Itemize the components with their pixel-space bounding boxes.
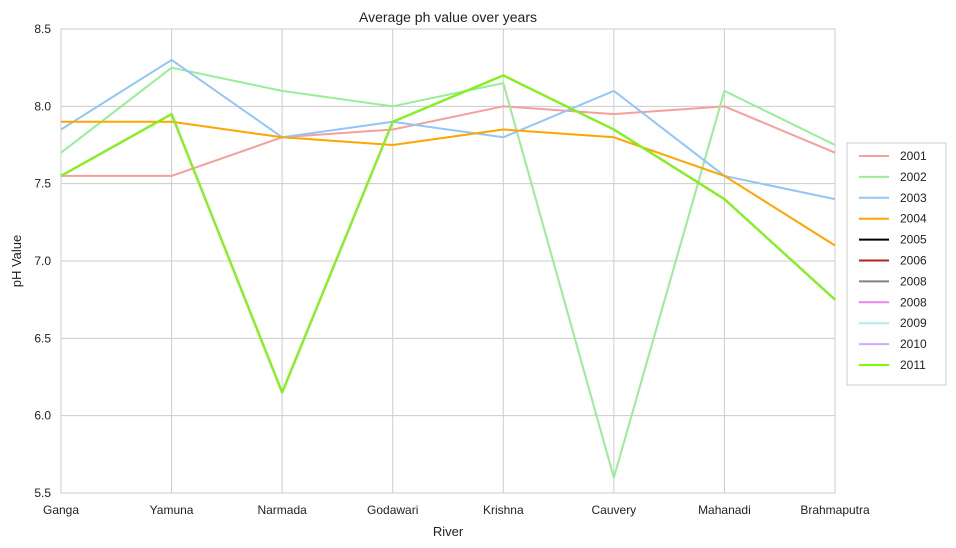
series-line-2002 [60,66,836,479]
x-tick-label: Brahmaputra [800,503,870,517]
x-tick-label: Godawari [367,503,418,517]
legend: 2001 2002 2003 2004 2005 2006 2008 2008 2009 2010… [846,142,947,386]
series-line-2003 [60,58,836,201]
grid-lines [60,28,836,494]
legend-label: 2008 [900,274,927,288]
series-line-2004 [61,120,836,247]
plot-frame [60,28,836,494]
legend-box [846,142,947,386]
y-tick-labels: 5.5 6.0 6.5 7.0 7.5 8.0 8.5 [34,22,51,500]
y-axis-label: pH Value [9,235,24,288]
series-lines [60,58,836,479]
legend-label: 2010 [900,337,927,351]
y-tick-label: 7.5 [34,177,51,191]
legend-label: 2004 [900,212,927,226]
legend-label: 2003 [900,191,927,205]
series-line-2001 [61,105,836,177]
x-tick-label: Cauvery [592,503,637,517]
legend-label: 2002 [900,170,927,184]
x-tick-labels: Ganga Yamuna Narmada Godawari Krishna Cauvery… [43,503,870,517]
x-tick-label: Ganga [43,503,79,517]
y-tick-label: 5.5 [34,486,51,500]
y-tick-label: 8.5 [34,22,51,36]
chart-title: Average ph value over years [359,9,537,25]
y-tick-label: 6.0 [34,409,51,423]
y-tick-label: 7.0 [34,254,51,268]
x-axis-label: River [433,524,464,539]
y-tick-label: 6.5 [34,331,51,345]
legend-label: 2011 [900,358,926,372]
legend-label: 2006 [900,254,927,268]
x-tick-label: Narmada [257,503,307,517]
series-line-2011 [60,74,836,394]
legend-label: 2001 [900,149,927,163]
y-tick-label: 8.0 [34,99,51,113]
x-tick-label: Mahanadi [698,503,751,517]
x-tick-label: Yamuna [150,503,194,517]
x-tick-label: Krishna [483,503,524,517]
legend-label: 2008 [900,295,927,309]
legend-label: 2009 [900,316,927,330]
legend-label: 2005 [900,233,927,247]
